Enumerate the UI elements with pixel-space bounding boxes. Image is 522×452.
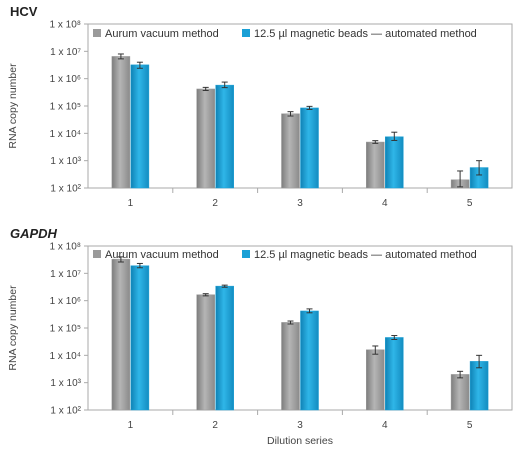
gapdh-x-tick-label: 4 [382, 420, 388, 431]
gapdh-x-axis-label: Dilution series [267, 435, 333, 447]
gapdh-bar-beads-1 [130, 265, 150, 411]
hcv-panel-title: HCV [10, 4, 38, 19]
hcv-x-tick-label: 1 [128, 198, 134, 209]
gapdh-legend-swatch-aurum [93, 250, 101, 258]
gapdh-panel-title: GAPDH [10, 226, 57, 241]
gapdh-legend-label-beads: 12.5 µl magnetic beads — automated metho… [254, 249, 477, 261]
hcv-y-tick-label: 1 x 10⁴ [49, 129, 81, 140]
hcv-y-axis-label: RNA copy number [7, 63, 19, 149]
hcv-bar-beads-2 [215, 84, 234, 189]
gapdh-bar-aurum-2 [196, 294, 215, 411]
hcv-x-tick-label: 3 [297, 198, 303, 209]
gapdh-y-tick-label: 1 x 10² [50, 406, 81, 417]
hcv-x-tick-label: 5 [467, 198, 473, 209]
hcv-y-tick-label: 1 x 10³ [50, 156, 81, 167]
gapdh-y-tick-label: 1 x 10⁸ [50, 242, 81, 253]
gapdh-x-tick-label: 3 [297, 420, 303, 431]
hcv-plot-frame [87, 23, 513, 189]
gapdh-bar-beads-4 [385, 337, 404, 411]
gapdh-y-tick-label: 1 x 10⁶ [50, 296, 81, 307]
gapdh-x-tick-label: 2 [212, 420, 218, 431]
hcv-bar-aurum-4 [366, 141, 385, 189]
hcv-bar-beads-4 [385, 136, 404, 189]
gapdh-bar-aurum-3 [281, 322, 300, 411]
hcv-y-tick-label: 1 x 10⁶ [50, 74, 81, 85]
gapdh-bar-beads-3 [300, 310, 319, 411]
hcv-bar-beads-3 [300, 107, 319, 189]
gapdh-plot-frame [87, 245, 513, 411]
hcv-y-tick-label: 1 x 10⁷ [50, 47, 81, 58]
gapdh-legend-swatch-beads [242, 250, 250, 258]
hcv-bar-aurum-3 [281, 113, 300, 189]
hcv-legend-label-aurum: Aurum vacuum method [105, 28, 219, 40]
hcv-y-tick-label: 1 x 10² [50, 184, 81, 195]
gapdh-bar-aurum-5 [450, 374, 470, 411]
hcv-legend-swatch-aurum [93, 29, 101, 37]
gapdh-y-tick-label: 1 x 10⁴ [49, 351, 81, 362]
hcv-bar-aurum-2 [196, 88, 215, 189]
gapdh-bar-beads-5 [469, 361, 489, 411]
hcv-y-tick-label: 1 x 10⁵ [50, 102, 81, 113]
hcv-legend-swatch-beads [242, 29, 250, 37]
gapdh-y-tick-label: 1 x 10⁷ [50, 269, 81, 280]
hcv-legend-label-beads: 12.5 µl magnetic beads — automated metho… [254, 28, 477, 40]
gapdh-y-tick-label: 1 x 10⁵ [50, 324, 81, 335]
gapdh-y-tick-label: 1 x 10³ [50, 378, 81, 389]
hcv-y-tick-label: 1 x 10⁸ [50, 20, 81, 31]
hcv-x-tick-label: 4 [382, 198, 388, 209]
gapdh-bar-beads-2 [215, 285, 234, 411]
hcv-bar-beads-1 [130, 64, 150, 189]
gapdh-y-axis-label: RNA copy number [7, 285, 19, 371]
gapdh-bar-aurum-1 [111, 258, 131, 411]
gapdh-x-tick-label: 5 [467, 420, 473, 431]
hcv-x-tick-label: 2 [212, 198, 218, 209]
gapdh-legend-label-aurum: Aurum vacuum method [105, 249, 219, 261]
gapdh-bar-aurum-4 [366, 349, 385, 411]
hcv-bar-aurum-1 [111, 56, 131, 189]
gapdh-x-tick-label: 1 [128, 420, 134, 431]
